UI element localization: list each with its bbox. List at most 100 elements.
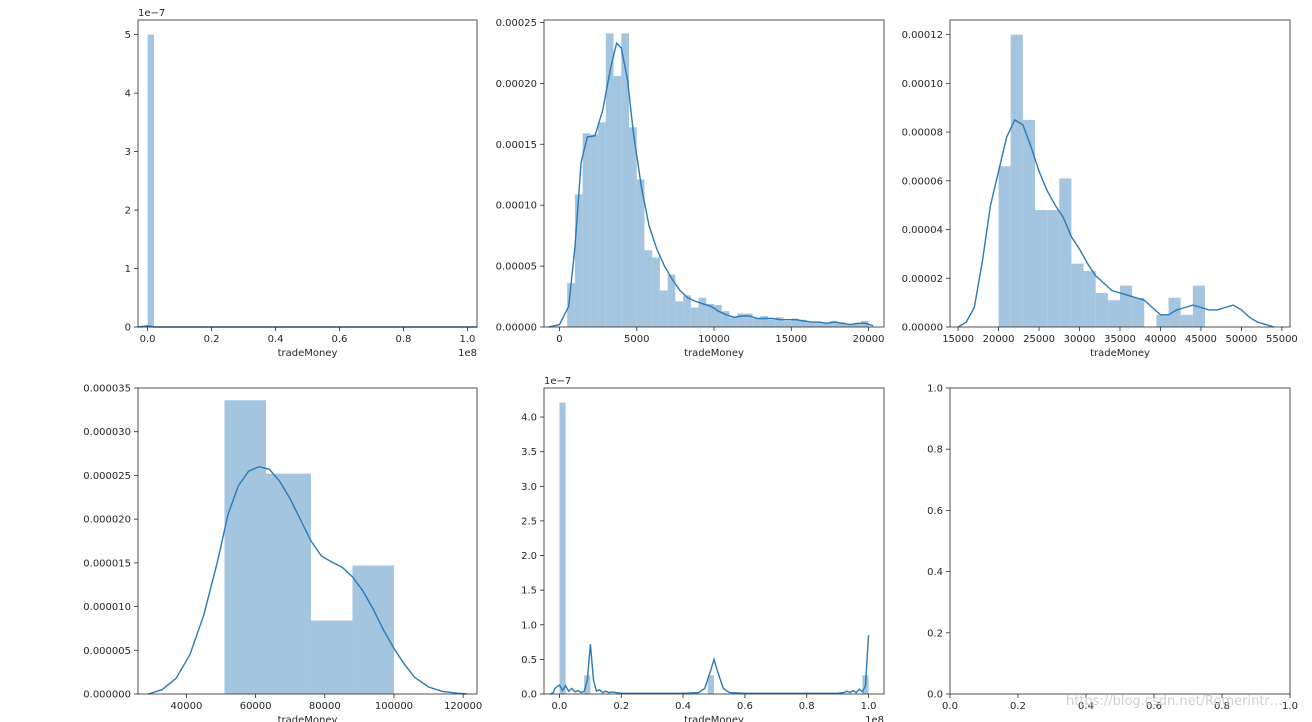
hist-bar <box>822 323 830 327</box>
hist-bar <box>837 322 846 327</box>
hist-bar <box>998 166 1011 327</box>
hist-bar <box>1071 263 1084 327</box>
x-tick-label: 1.0 <box>459 334 475 345</box>
x-tick-label: 15000 <box>775 334 807 345</box>
y-tick-label: 0.00006 <box>902 176 943 187</box>
hist-bar <box>737 313 745 327</box>
x-axis-label: tradeMoney <box>1090 348 1150 359</box>
hist-bar <box>265 473 311 694</box>
x-tick-label: 45000 <box>1185 334 1217 345</box>
y-tick-label: 0.000035 <box>83 384 131 395</box>
y-scale-label: 1e−7 <box>138 8 165 19</box>
x-tick-label: 10000 <box>698 334 730 345</box>
x-tick-label: 0.8 <box>395 334 411 345</box>
x-tick-label: 40000 <box>171 701 203 712</box>
y-tick-label: 0.000025 <box>83 471 131 482</box>
hist-bar <box>1059 178 1072 327</box>
x-tick-label: 0.8 <box>1214 701 1230 712</box>
y-tick-label: 0.00000 <box>496 323 537 334</box>
hist-bar <box>1168 297 1181 327</box>
hist-bar <box>621 33 629 328</box>
kde-line <box>549 635 870 695</box>
hist-bar <box>567 283 575 327</box>
hist-bar <box>814 322 823 327</box>
hist-bar <box>582 133 591 327</box>
hist-bar <box>605 33 614 328</box>
y-tick-label: 0.000000 <box>83 690 131 701</box>
x-tick-label: 0.0 <box>140 334 156 345</box>
hist-bar <box>590 134 599 327</box>
subplot-2: 0 5000 10000 15000 20000 0.00000 0.00005 0.0001… <box>496 18 885 359</box>
hist-bar <box>636 179 645 327</box>
hist-bar <box>799 319 807 327</box>
subplot-6: 0.0 0.2 0.4 0.6 0.8 1.0 0.0 0.2 0.4 0.6 0.8 1.0 <box>927 384 1298 713</box>
hist-bar <box>675 301 684 327</box>
hist-bar <box>1010 34 1023 327</box>
axes-frame <box>137 19 478 328</box>
hist-bar <box>775 317 784 327</box>
subplot-4: 40000 60000 80000 100000 120000 0.000000 0.000… <box>83 384 482 722</box>
watermark: https://blog.csdn.net/Romerintr… <box>1066 694 1283 709</box>
x-tick-label: 1.0 <box>1282 701 1298 712</box>
y-tick-label: 0.00010 <box>902 79 943 90</box>
hist-bar <box>1180 314 1193 327</box>
hist-bar <box>1047 210 1060 327</box>
x-tick-label: 25000 <box>1023 334 1055 345</box>
y-tick-label: 0.000005 <box>83 646 131 657</box>
x-tick-label: 0.8 <box>799 701 815 712</box>
y-tick-label: 0.5 <box>521 655 537 666</box>
y-tick-label: 0.00015 <box>496 140 537 151</box>
hist-bar <box>707 675 714 694</box>
x-tick-label: 0 <box>556 334 562 345</box>
x-tick-label: 40000 <box>1145 334 1177 345</box>
x-tick-label: 50000 <box>1226 334 1258 345</box>
hist-bar <box>224 400 266 694</box>
hist-bar <box>559 402 566 694</box>
x-tick-label: 0.4 <box>268 334 284 345</box>
hist-bar <box>1156 314 1169 327</box>
hist-bar <box>598 122 606 327</box>
hist-bar <box>629 127 637 327</box>
x-tick-label: 20000 <box>853 334 885 345</box>
hist-bar <box>806 322 815 327</box>
axes-frame <box>543 387 885 695</box>
kde-line <box>957 118 1274 328</box>
x-tick-label: 35000 <box>1104 334 1136 345</box>
hist-bar <box>613 76 622 328</box>
subplot-3: 15000 20000 25000 30000 35000 40000 45000 50000… <box>902 19 1298 359</box>
x-tick-label: 55000 <box>1266 334 1298 345</box>
kde-line <box>148 465 467 695</box>
y-tick-label: 0.6 <box>927 506 943 517</box>
y-tick-label: 0.00025 <box>496 18 537 29</box>
hist-bar <box>783 320 792 327</box>
hist-bar <box>1120 285 1133 327</box>
subplot-1: 0.0 0.2 0.4 0.6 0.8 1.0 0 1 2 3 4 5 tradeMoney 1e8 1e−… <box>125 8 478 359</box>
y-tick-label: 3.5 <box>521 447 537 458</box>
hist-bar <box>644 250 653 327</box>
x-tick-label: 0.2 <box>1010 701 1026 712</box>
x-tick-label: 20000 <box>983 334 1015 345</box>
x-tick-label: 0.2 <box>613 701 629 712</box>
x-tick-label: 0.4 <box>1078 701 1094 712</box>
hist-bar <box>652 257 660 327</box>
hist-bar <box>1035 210 1048 327</box>
hist-bar <box>829 320 838 327</box>
y-tick-label: 0.00004 <box>902 225 943 236</box>
y-tick-label: 0.00020 <box>496 79 537 90</box>
hist-bar <box>1022 119 1035 328</box>
subplot-5: 0.0 0.2 0.4 0.6 0.8 1.0 0.0 0.5 1.0 1.5 2.0 2.5 3.0 3… <box>521 376 885 722</box>
hist-bar <box>853 323 861 327</box>
y-tick-label: 4 <box>125 89 131 100</box>
y-tick-label: 0.0 <box>927 690 943 701</box>
y-tick-label: 1.0 <box>927 384 943 395</box>
y-tick-label: 3 <box>125 147 131 158</box>
y-tick-label: 0.00002 <box>902 274 943 285</box>
y-tick-label: 0.00005 <box>496 262 537 273</box>
hist-bar <box>690 307 699 327</box>
y-tick-label: 0.00010 <box>496 201 537 212</box>
x-tick-label: 0.0 <box>552 701 568 712</box>
y-tick-label: 5 <box>125 30 131 41</box>
hist-bar <box>574 194 583 327</box>
y-tick-label: 0.00008 <box>902 128 943 139</box>
hist-bar <box>683 295 691 327</box>
